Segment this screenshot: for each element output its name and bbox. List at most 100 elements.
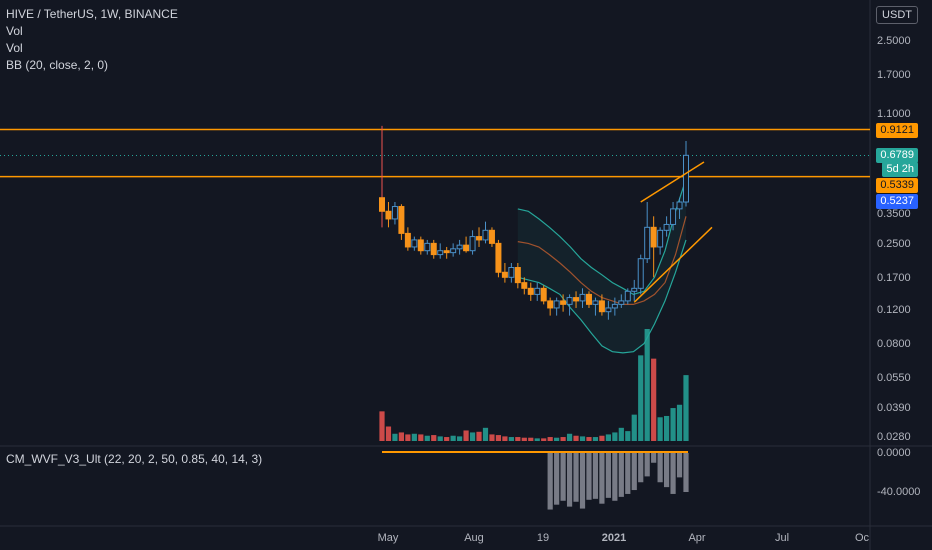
- volume-bar: [385, 426, 392, 441]
- wvf-bar: [599, 453, 605, 504]
- candle-body: [495, 242, 502, 273]
- last-price-tag: 0.6789: [876, 148, 918, 163]
- bb-legend[interactable]: BB (20, close, 2, 0): [6, 58, 109, 72]
- volume-bar: [437, 436, 443, 441]
- time-tick-label: Apr: [688, 532, 705, 544]
- wvf-bar: [651, 453, 657, 463]
- volume-bar: [631, 414, 637, 441]
- volume-bar: [612, 432, 618, 441]
- wvf-bar: [670, 453, 676, 494]
- vol-legend-2[interactable]: Vol: [6, 41, 23, 55]
- volume-bar: [392, 433, 398, 441]
- volume-bar: [657, 417, 663, 441]
- wvf-bar: [631, 453, 637, 491]
- bb-value-tag: 0.5237: [876, 194, 918, 209]
- candle-body: [618, 300, 625, 305]
- wvf-bar: [547, 453, 553, 510]
- candle-body: [404, 232, 411, 248]
- candle-body: [560, 300, 567, 305]
- volume-bar: [482, 427, 489, 441]
- candle-body: [417, 239, 424, 252]
- upper-line-price-tag: 0.9121: [876, 123, 918, 138]
- price-tick-label: 0.1200: [877, 304, 911, 316]
- wvf-bar: [560, 453, 566, 501]
- candle-body: [663, 223, 670, 231]
- volume-bar: [599, 435, 605, 441]
- candle-body: [592, 300, 599, 305]
- candle-body: [398, 206, 405, 234]
- price-tick-label: 0.0280: [877, 431, 911, 443]
- wvf-bar: [579, 453, 586, 509]
- volume-bar: [554, 437, 560, 441]
- volume-bar: [638, 355, 644, 441]
- candle-body: [624, 290, 631, 302]
- candle-body: [514, 267, 521, 284]
- volume-bar: [625, 431, 631, 441]
- volume-bar: [541, 438, 547, 441]
- symbol-title[interactable]: HIVE / TetherUS, 1W, BINANCE: [6, 7, 178, 21]
- volume-bar: [683, 375, 689, 441]
- wvf-bar: [663, 453, 670, 488]
- volume-bar: [424, 435, 430, 441]
- countdown-tag: 5d 2h: [882, 162, 918, 177]
- wvf-legend[interactable]: CM_WVF_V3_Ult (22, 20, 2, 50, 0.85, 40, …: [6, 452, 263, 466]
- time-tick-label: 2021: [602, 532, 626, 544]
- wvf-bar: [657, 453, 663, 483]
- candle-body: [566, 297, 573, 305]
- wvf-bar: [592, 453, 599, 499]
- candle-body: [424, 242, 431, 252]
- volume-bar: [457, 436, 463, 441]
- candle-body: [657, 229, 664, 248]
- wvf-bar: [625, 453, 631, 494]
- candle-body: [482, 229, 489, 241]
- volume-bar: [573, 435, 579, 441]
- price-tick-label: 2.5000: [877, 35, 911, 47]
- lower-trendline: [633, 226, 713, 303]
- volume-bar: [644, 329, 650, 441]
- candle-body: [631, 287, 638, 292]
- volume-bar: [450, 435, 456, 441]
- price-tick-label: 0.1700: [877, 272, 911, 284]
- volume-bar: [566, 433, 573, 441]
- candle-body: [430, 242, 437, 256]
- lower-line-price-tag: 0.5339: [876, 178, 918, 193]
- bb-fill: [517, 178, 686, 353]
- candle-body: [670, 208, 677, 225]
- candle-body: [501, 271, 508, 278]
- wvf-bar: [618, 453, 624, 497]
- bb-lower-band: [517, 239, 687, 354]
- time-tick-label: Oc: [855, 532, 870, 544]
- candle-body: [637, 258, 644, 289]
- volume-bar: [469, 432, 476, 441]
- candle-body: [573, 297, 580, 302]
- volume-bar: [605, 434, 611, 441]
- time-tick-label: 19: [537, 532, 549, 544]
- candle-body: [521, 282, 528, 289]
- volume-bar: [676, 404, 683, 441]
- volume-bar: [444, 437, 450, 441]
- candle-body: [644, 226, 651, 260]
- volume-bar: [560, 437, 566, 441]
- currency-button[interactable]: USDT: [876, 6, 918, 24]
- volume-bar: [521, 437, 527, 441]
- volume-bar: [651, 358, 657, 441]
- volume-bar: [463, 430, 469, 441]
- candle-body: [379, 197, 385, 212]
- candle-body: [385, 210, 392, 220]
- volume-bar: [398, 432, 405, 441]
- time-tick-label: May: [378, 532, 399, 544]
- volume-bar: [418, 434, 424, 441]
- vol-legend-1[interactable]: Vol: [6, 24, 23, 38]
- price-tick-label: 0.0550: [877, 372, 911, 384]
- candle-body: [598, 300, 605, 313]
- candle-body: [605, 307, 612, 313]
- volume-bar: [431, 435, 437, 441]
- price-tick-label: 0.0800: [877, 338, 911, 350]
- wvf-bar: [676, 453, 683, 478]
- volume-bar: [592, 437, 599, 441]
- candle-body: [411, 239, 418, 248]
- price-tick-label: 1.1000: [877, 108, 911, 120]
- time-tick-label: Aug: [464, 532, 484, 544]
- candle-body: [540, 287, 547, 302]
